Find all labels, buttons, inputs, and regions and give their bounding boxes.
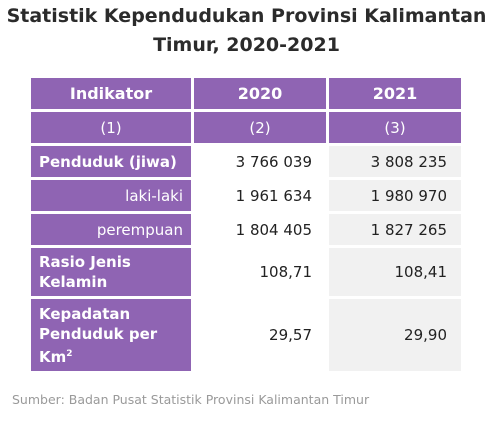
- title-line-1: Statistik Kependudukan Provinsi Kalimant…: [6, 5, 487, 27]
- table-row: perempuan 1 804 405 1 827 265: [31, 214, 461, 245]
- row-label-line: Kepadatan: [39, 304, 131, 323]
- row-label-penduduk: Penduduk (jiwa): [31, 146, 191, 177]
- value-perempuan-2021: 1 827 265: [329, 214, 461, 245]
- subheader-3: (3): [329, 112, 461, 143]
- row-label-line: Rasio Jenis: [39, 253, 131, 271]
- row-label-kepadatan: Kepadatan Penduduk per Km2: [31, 299, 191, 371]
- value-rasio-2021: 108,41: [329, 248, 461, 296]
- table-row: Rasio Jenis Kelamin 108,71 108,41: [31, 248, 461, 296]
- row-label-perempuan: perempuan: [31, 214, 191, 245]
- statistics-table: Indikator 2020 2021 (1) (2) (3) Penduduk…: [28, 75, 464, 374]
- row-label-line: Penduduk per: [39, 324, 158, 343]
- page-title: Statistik Kependudukan Provinsi Kalimant…: [0, 2, 493, 60]
- table-row: Penduduk (jiwa) 3 766 039 3 808 235: [31, 146, 461, 177]
- header-2021: 2021: [329, 78, 461, 109]
- row-label-superscript: 2: [66, 348, 73, 359]
- header-2020: 2020: [194, 78, 326, 109]
- title-line-2: Timur, 2020-2021: [153, 34, 340, 56]
- row-label-line: Kelamin: [39, 273, 108, 291]
- value-perempuan-2020: 1 804 405: [194, 214, 326, 245]
- subheader-2: (2): [194, 112, 326, 143]
- value-kepadatan-2021: 29,90: [329, 299, 461, 371]
- value-penduduk-2021: 3 808 235: [329, 146, 461, 177]
- value-rasio-2020: 108,71: [194, 248, 326, 296]
- table-row: laki-laki 1 961 634 1 980 970: [31, 180, 461, 211]
- value-laki-laki-2020: 1 961 634: [194, 180, 326, 211]
- header-indikator: Indikator: [31, 78, 191, 109]
- value-kepadatan-2020: 29,57: [194, 299, 326, 371]
- header-row: Indikator 2020 2021: [31, 78, 461, 109]
- row-label-rasio-jenis-kelamin: Rasio Jenis Kelamin: [31, 248, 191, 296]
- row-label-unit: Km: [39, 347, 67, 366]
- source-note: Sumber: Badan Pusat Statistik Provinsi K…: [12, 392, 370, 407]
- value-penduduk-2020: 3 766 039: [194, 146, 326, 177]
- row-label-line: Km2: [39, 344, 191, 367]
- subheader-1: (1): [31, 112, 191, 143]
- row-label-laki-laki: laki-laki: [31, 180, 191, 211]
- table-row: Kepadatan Penduduk per Km2 29,57 29,90: [31, 299, 461, 371]
- value-laki-laki-2021: 1 980 970: [329, 180, 461, 211]
- subheader-row: (1) (2) (3): [31, 112, 461, 143]
